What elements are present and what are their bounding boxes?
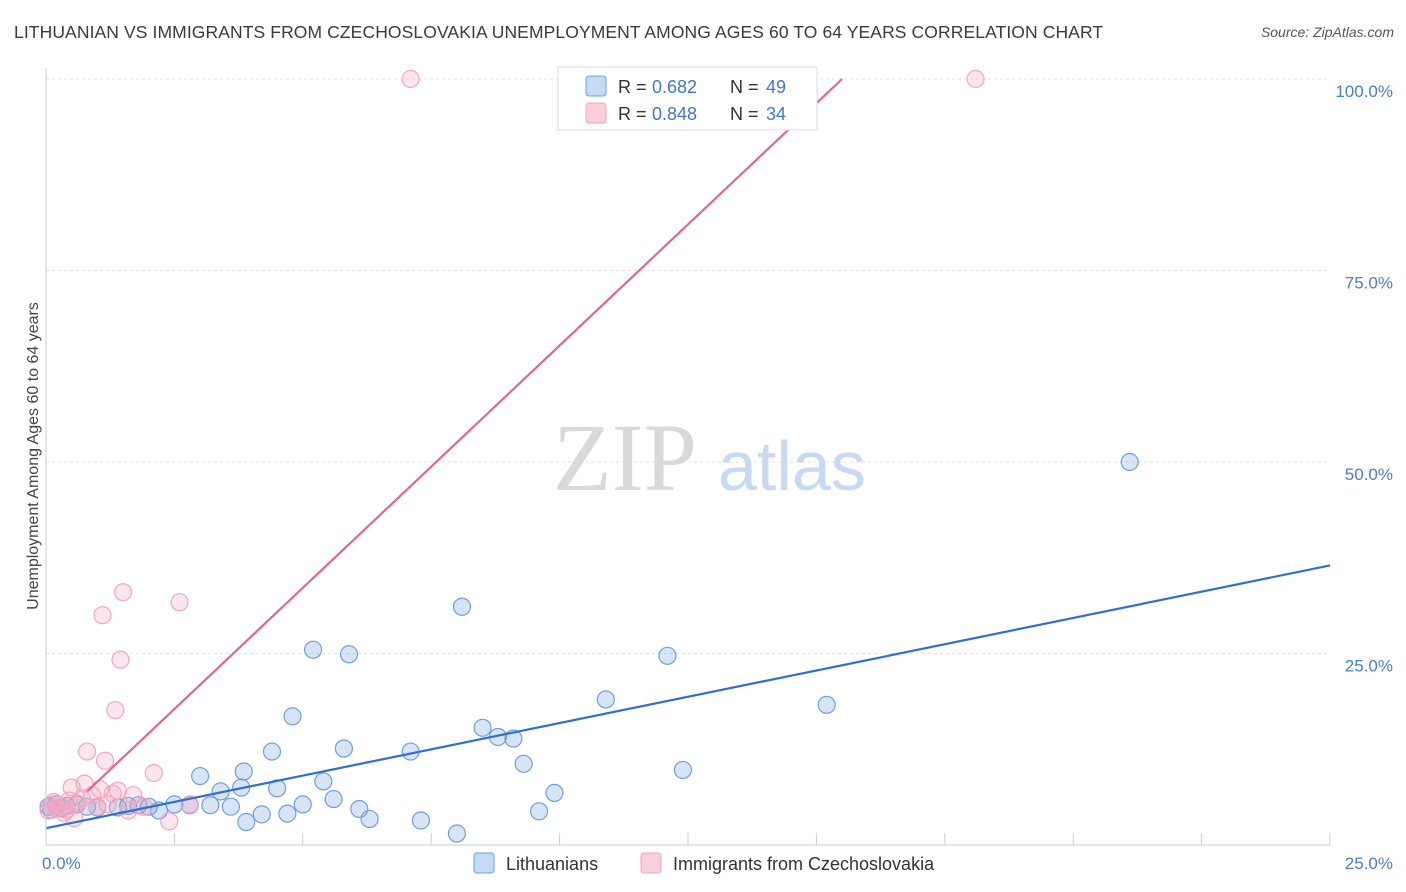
point-s1-10: [77, 742, 97, 761]
point-s1-14: [93, 606, 112, 625]
legend-swatch-lithuanians: [585, 75, 607, 97]
point-s1-25: [144, 763, 163, 783]
point-s0-13: [165, 795, 184, 814]
legend-r-label-2: R =: [618, 104, 647, 124]
point-s1-27: [170, 593, 189, 612]
point-s0-38: [452, 597, 472, 616]
legend-swatch-czechoslovakia: [585, 102, 607, 124]
point-s0-46: [658, 646, 677, 665]
legend-bottom-label-lithuanians: Lithuanians: [506, 854, 598, 874]
point-s0-29: [314, 772, 333, 791]
point-s0-37: [447, 824, 466, 843]
point-s0-23: [262, 742, 282, 761]
point-s0-34: [360, 809, 379, 829]
point-s1-18: [106, 701, 125, 720]
x-tick-label-max: 25.0%: [1345, 854, 1393, 873]
point-s0-32: [339, 645, 359, 664]
series-czechoslovakia-points: [39, 69, 985, 831]
point-s0-18: [221, 797, 240, 816]
legend-n-value-2: 34: [766, 104, 786, 124]
point-s0-49: [1120, 452, 1139, 472]
point-s0-48: [817, 695, 836, 714]
point-s0-28: [303, 640, 323, 659]
point-s1-23: [124, 786, 143, 805]
axes: 25.0% 50.0% 75.0% 100.0% 0.0% 25.0%: [42, 68, 1393, 873]
trend-lines: [45, 78, 1331, 830]
point-s0-26: [283, 707, 302, 726]
legend-r-value-1: 0.682: [652, 77, 697, 97]
chart-title: LITHUANIAN VS IMMIGRANTS FROM CZECHOSLOV…: [14, 22, 1104, 42]
trend-line-s1: [86, 78, 843, 793]
point-s1-19: [108, 781, 128, 800]
point-s1-15: [95, 751, 115, 770]
x-tick-label-min: 0.0%: [42, 854, 81, 873]
legend-n-value-1: 49: [766, 77, 786, 97]
point-s0-22: [252, 805, 271, 824]
series-lithuanians-points: [39, 452, 1139, 843]
watermark: ZIP atlas: [553, 404, 866, 511]
y-tick-label-3: 100.0%: [1335, 82, 1393, 101]
point-s1-21: [113, 583, 133, 602]
y-axis-label: Unemployment Among Ages 60 to 64 years: [25, 302, 42, 610]
watermark-zip: ZIP: [553, 404, 697, 511]
point-s1-26: [160, 812, 179, 831]
point-s0-15: [190, 766, 210, 786]
grid-lines: [46, 78, 1330, 654]
legend-r-label-1: R =: [618, 77, 647, 97]
point-s0-25: [278, 804, 297, 823]
y-tick-label-0: 25.0%: [1345, 657, 1393, 676]
point-s0-47: [673, 760, 692, 780]
point-s0-44: [545, 783, 564, 803]
point-s1-16: [98, 795, 117, 814]
point-s0-27: [293, 795, 312, 814]
legend-n-label-2: N =: [730, 104, 759, 124]
legend-bottom-label-czechoslovakia: Immigrants from Czechoslovakia: [673, 854, 935, 874]
point-s0-45: [596, 690, 615, 709]
legend-series: Lithuanians Immigrants from Czechoslovak…: [473, 852, 935, 874]
point-s0-20: [234, 762, 253, 781]
point-s1-30: [966, 69, 985, 89]
point-s1-17: [103, 784, 122, 803]
point-s0-39: [473, 718, 492, 737]
y-tick-label-1: 50.0%: [1345, 465, 1393, 484]
source-credit: Source: ZipAtlas.com: [1260, 24, 1394, 40]
point-s1-29: [401, 69, 420, 89]
trend-line-s0: [45, 564, 1331, 830]
watermark-atlas: atlas: [718, 427, 866, 505]
point-s1-33: [60, 791, 79, 810]
point-s0-36: [411, 811, 431, 830]
legend-bottom-swatch-lithuanians: [473, 852, 495, 874]
point-s0-42: [514, 754, 533, 773]
y-tick-label-2: 75.0%: [1345, 274, 1393, 293]
point-s0-43: [529, 802, 549, 821]
point-s1-20: [111, 650, 130, 669]
point-s0-16: [201, 796, 220, 815]
legend-r-value-2: 0.848: [652, 104, 697, 124]
legend-stats: R = 0.682 N = 49 R = 0.848 N = 34: [557, 66, 818, 131]
point-s0-21: [237, 812, 256, 832]
point-s0-31: [334, 739, 353, 758]
legend-bottom-swatch-czechoslovakia: [640, 852, 662, 874]
point-s0-30: [324, 789, 343, 809]
legend-n-label-1: N =: [730, 77, 759, 97]
